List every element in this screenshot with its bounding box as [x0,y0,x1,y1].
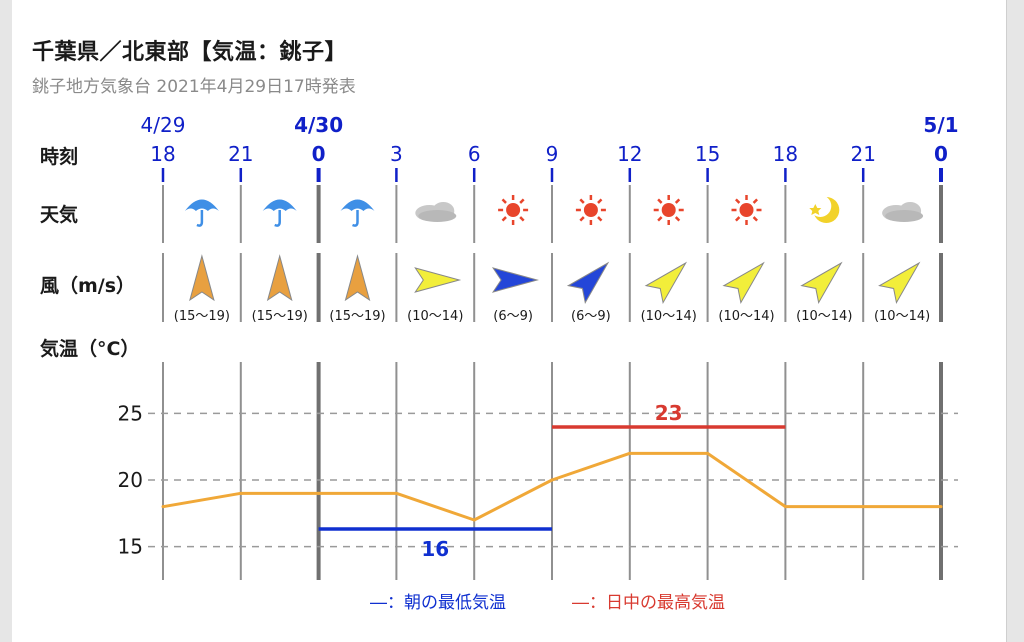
wind-arrow-icon [800,261,843,305]
sun-icon [575,195,606,225]
wind-speed-label: (10〜14) [796,309,852,324]
temperature-point [394,491,398,495]
forecast-panel [12,0,1006,642]
hour-label: 6 [468,142,481,166]
sun-icon [498,195,529,225]
wind-arrow-icon [189,254,215,302]
row-label-wind: 風（m/s） [40,274,135,297]
legend-max-temp: ―：日中の最高気温 [572,593,725,613]
max-temp-label: 23 [655,401,683,425]
wind-speed-label: (10〜14) [874,309,930,324]
y-tick-label: 15 [118,535,143,559]
temperature-point [239,491,243,495]
row-label-weather: 天気 [40,203,78,226]
wind-speed-label: (10〜14) [718,309,774,324]
wind-speed-label: (15〜19) [329,309,385,324]
date-label: 4/30 [294,113,343,137]
sun-icon [653,195,684,225]
temperature-point [783,505,787,509]
wind-arrow-icon [491,267,540,293]
umbrella-icon [184,199,219,227]
hour-label: 21 [228,142,253,166]
date-label: 5/1 [923,113,958,137]
hour-label: 0 [312,142,326,166]
scrollbar-track[interactable] [1006,0,1024,642]
hour-label: 15 [695,142,720,166]
temperature-point [861,505,865,509]
wind-arrow-icon [344,254,371,302]
wind-arrow-icon [878,261,921,305]
wind-arrow-icon [722,261,765,305]
legend-min-temp: ―：朝の最低気温 [370,593,506,613]
temperature-point [939,505,943,509]
wind-speed-label: (10〜14) [407,309,463,324]
hour-label: 0 [934,142,948,166]
row-label-time: 時刻 [40,145,78,168]
cloud-icon [882,202,924,222]
hour-label: 21 [850,142,875,166]
temperature-point [706,451,710,455]
wind-speed-label: (6〜9) [571,309,611,324]
hour-label: 18 [150,142,175,166]
temperature-point [550,478,554,482]
min-temp-label: 16 [421,537,449,561]
umbrella-icon [262,199,297,227]
moon-icon [809,195,840,223]
hour-label: 3 [390,142,403,166]
wind-speed-label: (6〜9) [493,309,533,324]
wind-speed-label: (15〜19) [252,309,308,324]
umbrella-icon [340,199,375,227]
wind-speed-label: (10〜14) [641,309,697,324]
sun-icon [731,195,762,225]
wind-arrow-icon [566,261,610,305]
row-label-temp: 気温（°C） [40,337,139,360]
temperature-point [161,505,165,509]
wind-arrow-icon [414,267,462,293]
y-tick-label: 25 [118,401,143,425]
hour-label: 12 [617,142,642,166]
wind-arrow-icon [644,261,688,305]
temperature-point [628,451,632,455]
wind-arrow-icon [266,254,293,302]
page-subtitle: 銚子地方気象台 2021年4月29日17時発表 [32,77,356,97]
date-label: 4/29 [141,113,186,137]
y-tick-label: 20 [118,468,143,492]
temperature-point [317,491,321,495]
hour-label: 18 [773,142,798,166]
page-title: 千葉県／北東部【気温：銚子】 [32,40,348,65]
hour-label: 9 [546,142,559,166]
cloud-icon [415,202,457,222]
temperature-point [472,518,476,522]
wind-speed-label: (15〜19) [174,309,230,324]
